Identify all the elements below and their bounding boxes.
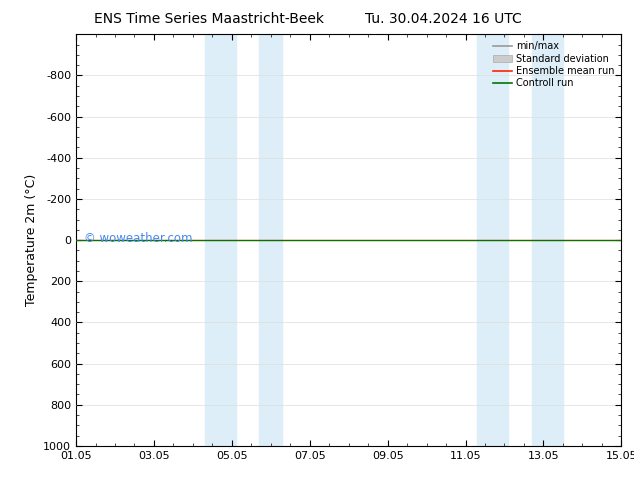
Y-axis label: Temperature 2m (°C): Temperature 2m (°C) [25,174,37,306]
Text: Tu. 30.04.2024 16 UTC: Tu. 30.04.2024 16 UTC [365,12,522,26]
Bar [477,34,508,446]
Bar [259,34,283,446]
Text: © woweather.com: © woweather.com [84,232,193,245]
Text: ENS Time Series Maastricht-Beek: ENS Time Series Maastricht-Beek [94,12,324,26]
Bar [205,34,236,446]
Bar [532,34,563,446]
Legend: min/max, Standard deviation, Ensemble mean run, Controll run: min/max, Standard deviation, Ensemble me… [491,39,616,90]
